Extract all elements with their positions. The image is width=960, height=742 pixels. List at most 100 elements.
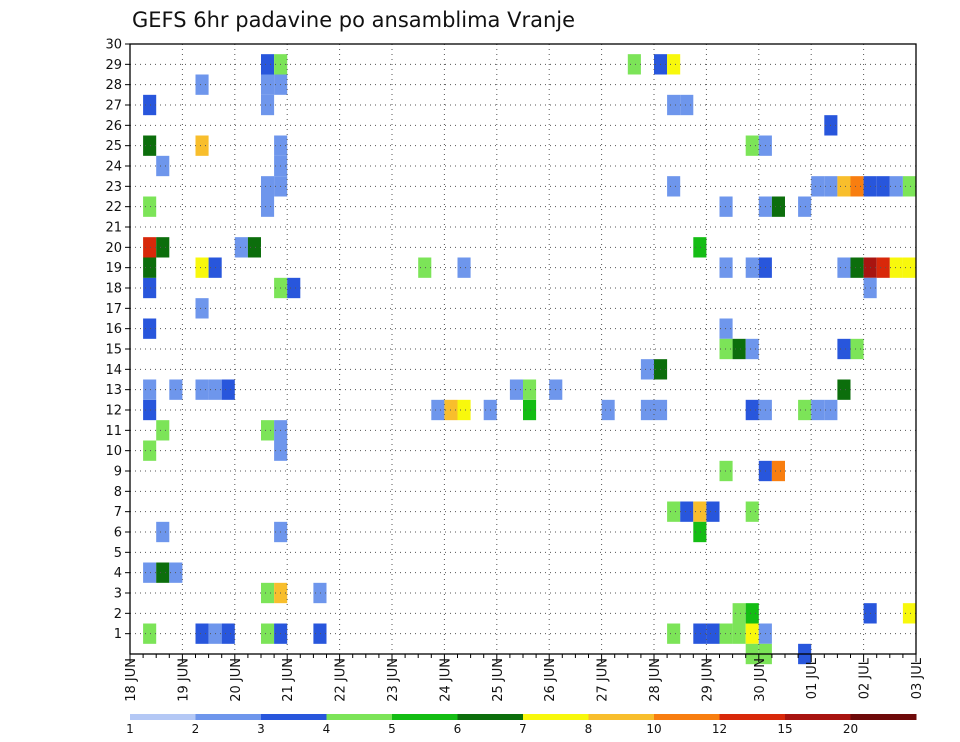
heatmap-cell (837, 257, 851, 278)
y-tick-label: 17 (105, 302, 122, 317)
heatmap-cell (811, 176, 825, 197)
heatmap-cell (143, 623, 157, 644)
heatmap-cell (143, 379, 157, 400)
colorbar-label: 7 (519, 722, 527, 736)
heatmap-cell (693, 237, 707, 258)
heatmap-cell (811, 399, 825, 421)
y-tick-label: 16 (105, 322, 122, 337)
heatmap-cell (667, 94, 681, 116)
heatmap-cell (457, 257, 471, 278)
heatmap-cell (457, 399, 471, 421)
heatmap-cell (667, 623, 681, 644)
heatmap-cell (640, 399, 654, 421)
cells-layer (143, 54, 916, 665)
x-tick-label: 25 JUN (491, 658, 506, 702)
heatmap-cell (195, 74, 209, 95)
colorbar-swatch (588, 714, 655, 720)
x-tick-label: 18 JUN (124, 658, 139, 702)
heatmap-cell (837, 379, 851, 400)
x-tick-label: 23 JUN (386, 658, 401, 702)
x-tick-label: 27 JUN (596, 658, 611, 702)
colorbar-swatch (523, 714, 589, 720)
colorbar-label: 5 (388, 722, 396, 736)
heatmap-cell (195, 135, 209, 156)
y-tick-label: 20 (105, 241, 122, 256)
heatmap-cell (221, 379, 235, 400)
heatmap-cell (156, 237, 170, 258)
heatmap-cell (745, 603, 759, 624)
heatmap-cell (693, 501, 707, 522)
heatmap-cell (719, 257, 733, 278)
y-tick-label: 3 (114, 587, 122, 602)
heatmap-cell (195, 257, 209, 278)
heatmap-cell (837, 176, 851, 197)
y-tick-label: 23 (105, 180, 122, 195)
colorbar-label: 15 (777, 722, 792, 736)
heatmap-cell (261, 196, 275, 217)
colorbar-label: 12 (712, 722, 727, 736)
heatmap-cell (523, 379, 537, 400)
colorbar-label: 2 (192, 722, 200, 736)
heatmap-cell (156, 562, 170, 583)
y-tick-label: 4 (114, 566, 122, 581)
heatmap-cell (667, 54, 681, 75)
heatmap-cell (143, 135, 157, 156)
heatmap-cell (732, 603, 746, 624)
heatmap-cell (247, 237, 261, 258)
heatmap-cell (745, 135, 759, 156)
heatmap-cell (902, 257, 916, 278)
heatmap-cell (261, 623, 275, 644)
x-tick-label: 01 JUL (805, 657, 820, 699)
heatmap-cell (195, 623, 209, 644)
colorbar-swatch (261, 714, 327, 720)
heatmap-cell (798, 196, 812, 217)
colorbar-swatch (195, 714, 262, 720)
x-tick-label: 22 JUN (334, 658, 349, 702)
y-tick-label: 2 (114, 607, 122, 622)
heatmap-cell (680, 501, 694, 522)
heatmap-cell (889, 176, 903, 197)
y-tick-label: 12 (105, 404, 122, 419)
y-axis: 1234567891011121314151617181920212223242… (105, 38, 130, 642)
heatmap-cell (261, 420, 275, 441)
colorbar-swatch (785, 714, 851, 720)
colorbar-label: 6 (454, 722, 462, 736)
plot-frame (129, 43, 917, 655)
chart-title: GEFS 6hr padavine po ansamblima Vranje (132, 8, 575, 32)
heatmap-cell (719, 318, 733, 339)
y-tick-label: 11 (105, 424, 122, 439)
heatmap-cell (261, 176, 275, 197)
heatmap-cell (706, 501, 720, 522)
y-tick-label: 1 (114, 627, 122, 642)
heatmap-cell (156, 155, 170, 177)
heatmap-cell (693, 623, 707, 644)
grid-layer (130, 44, 916, 654)
colorbar-swatch (392, 714, 458, 720)
heatmap-cell (313, 623, 327, 644)
heatmap-cell (850, 338, 864, 360)
x-tick-label: 28 JUN (648, 658, 663, 702)
heatmap-cell (719, 623, 733, 644)
colorbar-label: 1 (126, 722, 134, 736)
heatmap-cell (143, 257, 157, 278)
x-tick-label: 20 JUN (229, 658, 244, 702)
heatmap-cell (234, 237, 248, 258)
colorbar-swatch (654, 714, 720, 720)
heatmap-cell (143, 562, 157, 583)
y-tick-label: 26 (105, 119, 122, 134)
y-tick-label: 22 (105, 200, 122, 215)
heatmap-cell (745, 623, 759, 644)
heatmap-cell (261, 54, 275, 75)
y-tick-label: 7 (114, 505, 122, 520)
heatmap-cell (523, 399, 537, 421)
heatmap-cell (143, 196, 157, 217)
y-tick-label: 14 (105, 363, 122, 378)
heatmap-cell (627, 54, 641, 75)
x-tick-label: 02 JUL (858, 657, 873, 699)
heatmap-cell (902, 603, 916, 624)
heatmap-cell (732, 623, 746, 644)
heatmap-cell (850, 257, 864, 278)
colorbar: 1 2 3 4 5 6 7 8 10 12 15 20 (126, 714, 917, 736)
heatmap-cell (287, 277, 301, 299)
